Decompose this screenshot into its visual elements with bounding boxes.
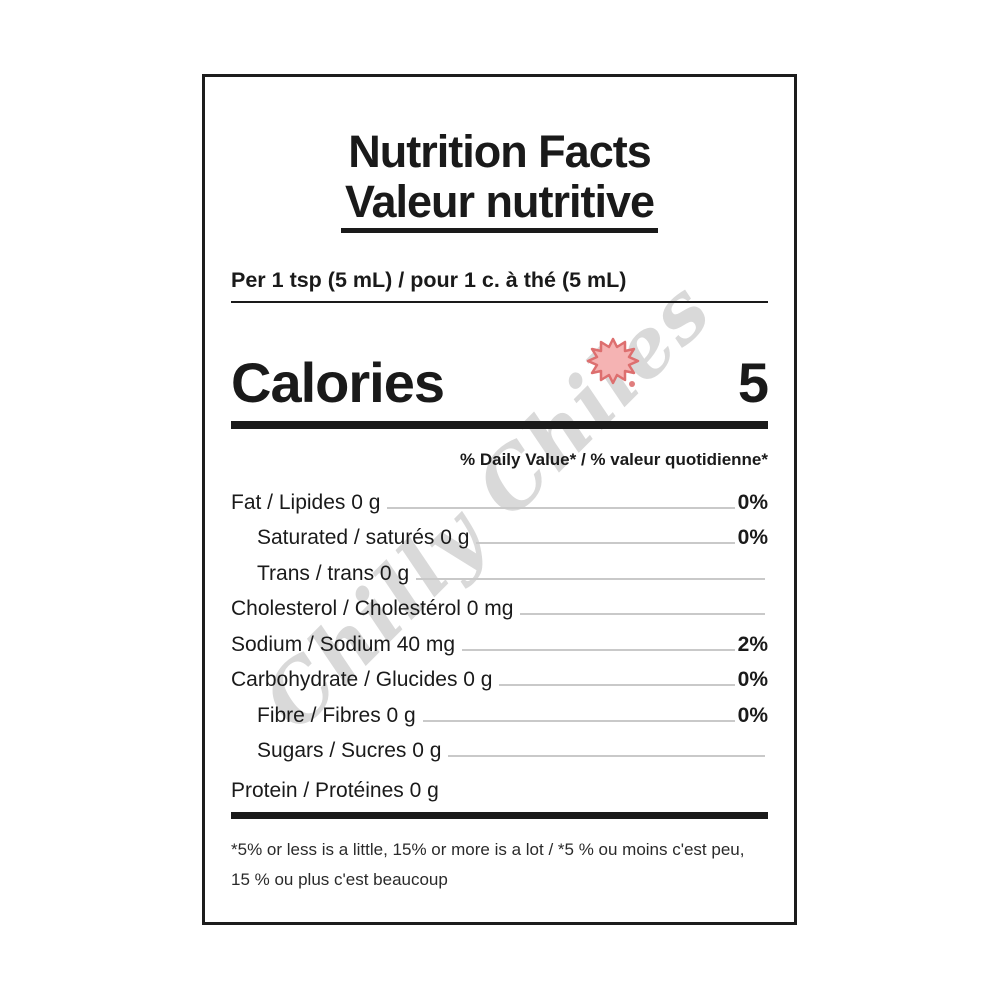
nutrition-facts-label: Chilly Chiles Nutrition Facts Valeur nut…	[202, 74, 797, 925]
row-rule-line	[416, 577, 765, 580]
nutrient-daily-value: 0%	[737, 703, 768, 727]
nutrient-name: Protein / Protéines 0 g	[231, 778, 439, 802]
title-english: Nutrition Facts	[348, 126, 652, 177]
nutrient-row: Sodium / Sodium 40 mg 2%	[231, 623, 768, 659]
nutrient-name: Fat / Lipides 0 g	[231, 490, 381, 514]
footnote: *5% or less is a little, 15% or more is …	[231, 839, 745, 889]
nutrient-name: Saturated / saturés 0 g	[257, 526, 470, 549]
nutrient-name: Sugars / Sucres 0 g	[257, 739, 442, 762]
nutrient-name: Sodium / Sodium 40 mg	[231, 632, 456, 656]
nutrient-daily-value: 2%	[737, 632, 768, 656]
calories-value: 5	[737, 351, 769, 414]
title-french-text: Valeur nutritive	[340, 177, 659, 233]
nutrient-daily-value: 0%	[737, 490, 768, 514]
row-rule-line	[387, 506, 735, 509]
serving-size: Per 1 tsp (5 mL) / pour 1 c. à thé (5 mL…	[231, 267, 768, 303]
label-content: Nutrition Facts Valeur nutritive Per 1 t…	[205, 127, 794, 895]
nutrient-name: Fibre / Fibres 0 g	[257, 703, 416, 727]
nutrient-row: Sugars / Sucres 0 g	[231, 730, 768, 766]
title-french: Valeur nutritive	[231, 177, 768, 233]
calories-label: Calories	[231, 351, 445, 414]
row-rule-line	[422, 719, 735, 722]
nutrient-row: Protein / Protéines 0 g	[231, 769, 768, 805]
nutrient-row: Saturated / saturés 0 g 0%	[231, 517, 768, 553]
row-rule-line	[476, 542, 735, 544]
daily-value-header: % Daily Value* / % valeur quotidienne*	[460, 450, 768, 469]
row-rule-line	[520, 613, 765, 615]
row-rule-line	[499, 684, 735, 686]
nutrient-name: Cholesterol / Cholestérol 0 mg	[231, 597, 514, 620]
nutrient-name: Carbohydrate / Glucides 0 g	[231, 668, 493, 691]
nutrient-daily-value: 0%	[737, 668, 768, 691]
nutrient-row: Cholesterol / Cholestérol 0 mg	[231, 588, 768, 624]
bottom-divider-bar	[231, 811, 768, 819]
nutrient-daily-value: 0%	[737, 526, 768, 549]
row-rule-line	[448, 755, 765, 757]
nutrient-rows: Fat / Lipides 0 g 0% Saturated / saturés…	[231, 481, 768, 805]
row-rule-line	[462, 648, 735, 651]
nutrient-row: Fat / Lipides 0 g 0%	[231, 481, 768, 517]
nutrient-row: Carbohydrate / Glucides 0 g 0%	[231, 659, 768, 695]
nutrient-name: Trans / trans 0 g	[257, 561, 410, 585]
nutrient-row: Fibre / Fibres 0 g 0%	[231, 694, 768, 730]
nutrient-row: Trans / trans 0 g	[231, 552, 768, 588]
calories-row: Calories 5	[231, 351, 769, 429]
